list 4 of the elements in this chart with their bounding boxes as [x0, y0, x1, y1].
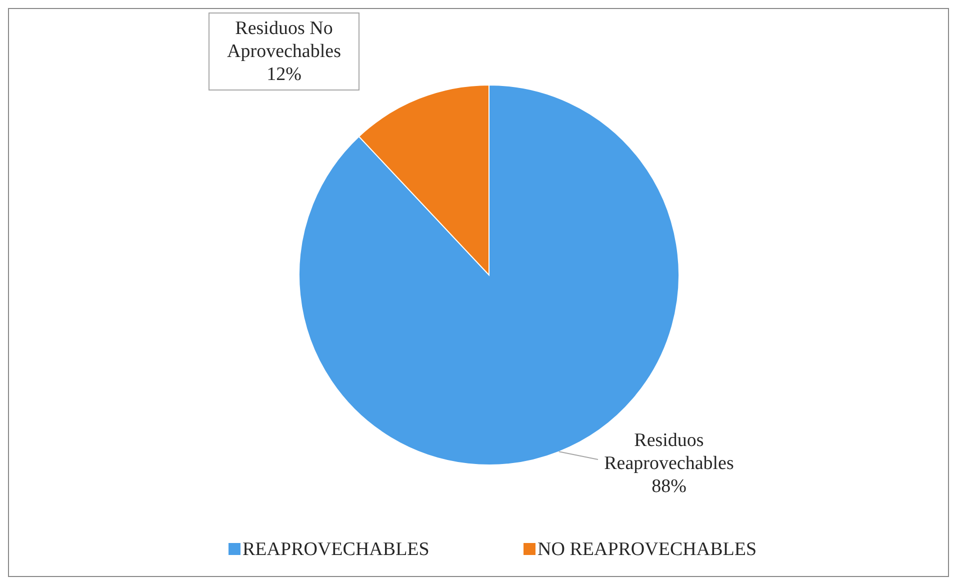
legend-label: REAPROVECHABLES	[242, 539, 430, 560]
data-label: Residuos Reaprovechables 88%	[604, 430, 734, 497]
legend-label: NO REAPROVECHABLES	[538, 539, 757, 560]
data-label: Residuos No Aprovechables 12%	[227, 18, 341, 85]
